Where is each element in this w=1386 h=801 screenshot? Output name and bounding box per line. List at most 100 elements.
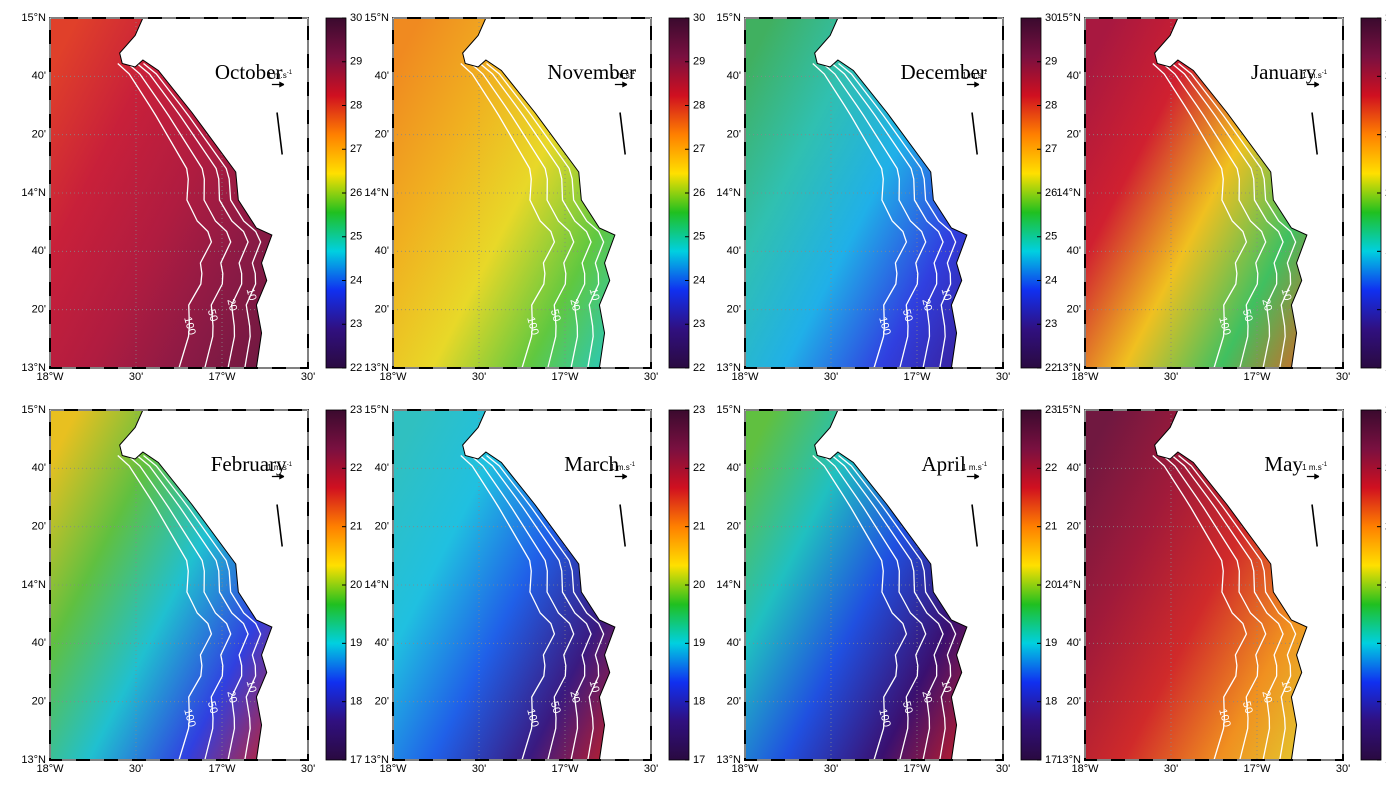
isobath: [127, 455, 232, 761]
lat-label: 13°N: [716, 754, 741, 766]
lat-label: 14°N: [716, 187, 741, 199]
isobath-label: 100: [181, 316, 197, 337]
lat-label: 14°N: [364, 187, 389, 199]
isobath-label: 10: [939, 679, 954, 694]
wind-vector: [276, 112, 283, 155]
colorbar-tick-label: 23: [350, 318, 362, 330]
isobath-label: 50: [548, 308, 563, 323]
isobath: [822, 63, 927, 369]
wind-vector: [971, 112, 978, 155]
colorbar-tick-label: 28: [350, 99, 362, 111]
lon-label: 30': [301, 371, 315, 383]
isobath: [1152, 455, 1248, 761]
isobath: [470, 455, 575, 761]
isobath-label: 50: [548, 700, 563, 715]
isobath: [136, 63, 249, 369]
map-frame-ticks: [49, 409, 309, 761]
lon-label: 30': [472, 371, 486, 383]
isobath: [143, 454, 262, 761]
lat-label: 15°N: [1056, 12, 1081, 24]
lat-label: 40': [727, 70, 741, 82]
lat-label: 14°N: [21, 187, 46, 199]
arrow-label-exponent: -1: [630, 461, 636, 467]
colorbar-tick-label: 20: [693, 579, 705, 591]
lon-label: 30': [996, 371, 1010, 383]
colorbar-tick-label: 30: [693, 12, 705, 24]
isobath: [470, 63, 575, 369]
scale-arrow: [1306, 81, 1320, 88]
isobath-label: 100: [181, 708, 197, 729]
colorbar-tick-label: 25: [693, 231, 705, 243]
lon-label: 17°W: [903, 763, 931, 775]
colorbar-tick-label: 22: [1045, 362, 1057, 374]
colorbar-tick-label: 22: [693, 362, 705, 374]
isobath: [136, 455, 249, 761]
lat-label: 14°N: [21, 579, 46, 591]
colorbar-tick-label: 23: [1045, 318, 1057, 330]
lon-label: 30': [129, 371, 143, 383]
lon-label: 17°W: [208, 763, 236, 775]
land: [1154, 410, 1343, 760]
coastline: [119, 409, 273, 761]
colorbar-tick-label: 19: [1045, 637, 1057, 649]
lat-label: 20': [375, 521, 389, 533]
lat-label: 20': [32, 129, 46, 141]
colorbar-tick-label: 20: [350, 579, 362, 591]
wind-vector: [971, 504, 978, 547]
lon-label: 18°W: [1071, 763, 1099, 775]
arrow-label: 1 m.s-1: [610, 461, 636, 472]
colorbar-tick-label: 25: [350, 231, 362, 243]
isobath: [812, 455, 908, 761]
coastline: [462, 409, 616, 761]
isobath-label: 20: [1259, 298, 1274, 313]
lat-label: 20': [375, 304, 389, 316]
arrow-label: 1 m.s-1: [267, 461, 293, 472]
lon-label: 17°W: [903, 371, 931, 383]
scale-arrow: [1306, 473, 1320, 480]
arrow-label-text: 1 m.s: [1302, 463, 1322, 472]
lat-label: 40': [32, 637, 46, 649]
lat-label: 20': [727, 696, 741, 708]
map-frame-ticks: [392, 409, 652, 761]
wind-vector: [1311, 504, 1318, 547]
lon-label: 17°W: [551, 371, 579, 383]
lon-label: 30': [824, 371, 838, 383]
land: [119, 18, 308, 368]
isobath: [143, 62, 262, 369]
colorbar-tick-label: 23: [350, 404, 362, 416]
isobath: [1178, 62, 1297, 369]
lon-label: 30': [472, 763, 486, 775]
arrow-label: 1 m.s-1: [1302, 461, 1328, 472]
arrow-label-exponent: -1: [1322, 69, 1328, 75]
month-label: December: [901, 60, 987, 84]
isobath-label: 100: [524, 316, 540, 337]
coastline: [1154, 17, 1308, 369]
lat-label: 40': [32, 462, 46, 474]
isobath-label: 50: [900, 700, 915, 715]
isobath-label: 10: [587, 287, 602, 302]
colorbar-tick-label: 19: [350, 637, 362, 649]
isobath-label: 50: [900, 308, 915, 323]
lon-label: 30': [1336, 763, 1350, 775]
arrow-label-exponent: -1: [982, 69, 988, 75]
lat-label: 13°N: [1056, 754, 1081, 766]
isobath: [838, 454, 957, 761]
lon-label: 18°W: [379, 371, 407, 383]
isobath-label: 50: [1240, 308, 1255, 323]
lon-label: 18°W: [36, 763, 64, 775]
colorbar-tick-label: 18: [1045, 696, 1057, 708]
lat-label: 20': [727, 521, 741, 533]
lat-label: 40': [1067, 245, 1081, 257]
map-frame-ticks: [1084, 409, 1344, 761]
isobath-label: 20: [919, 298, 934, 313]
scale-arrow: [614, 473, 628, 480]
arrow-label-exponent: -1: [287, 69, 293, 75]
colorbar-tick-label: 21: [1045, 521, 1057, 533]
coastline: [814, 409, 968, 761]
isobath: [1178, 454, 1297, 761]
colorbar-tick-label: 29: [693, 56, 705, 68]
arrow-label-exponent: -1: [982, 461, 988, 467]
lat-label: 15°N: [364, 404, 389, 416]
lat-label: 13°N: [1056, 362, 1081, 374]
